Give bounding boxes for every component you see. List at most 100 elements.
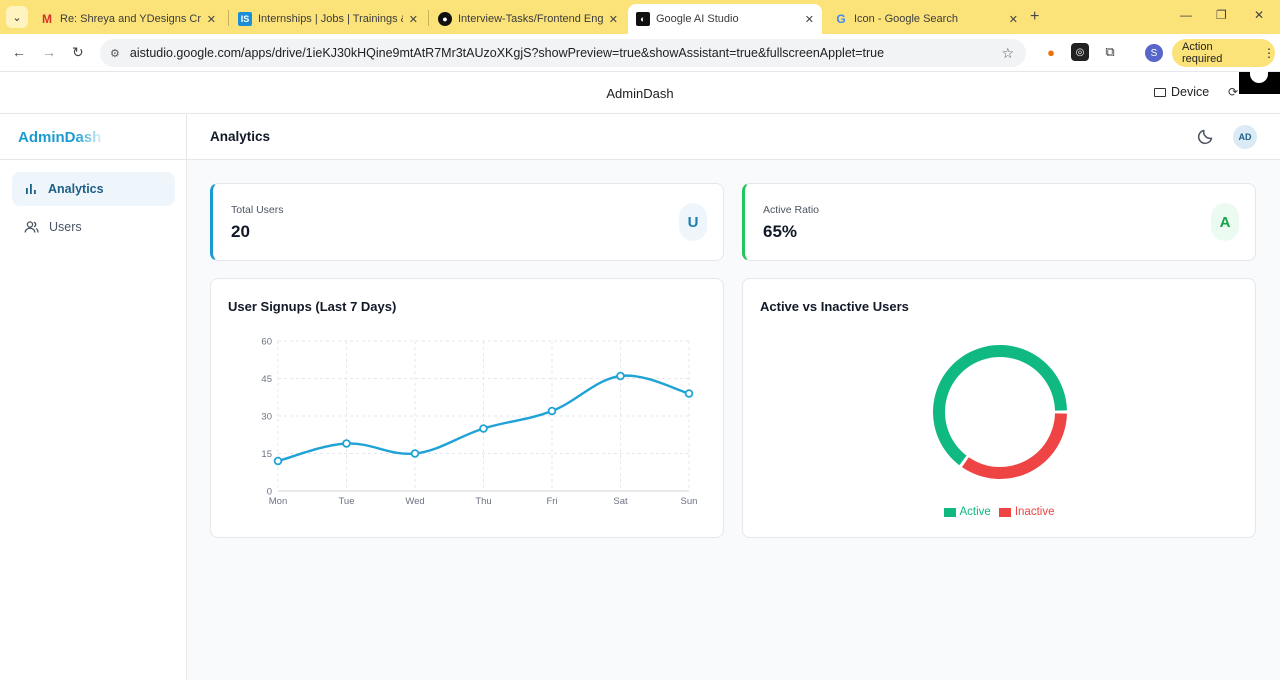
feedback-overlay[interactable] [1239, 69, 1280, 94]
chart-title: Active vs Inactive Users [760, 299, 909, 314]
address-bar[interactable]: ⚙ aistudio.google.com/apps/drive/1ieKJ30… [100, 39, 1026, 67]
stat-label: Active Ratio [763, 204, 820, 216]
y-tick-label: 45 [261, 374, 272, 385]
users-icon [24, 221, 39, 233]
app-topbar: Analytics AD [187, 114, 1280, 160]
bookmark-star-icon[interactable]: ☆ [1001, 44, 1014, 61]
tab-label: Google AI Studio [656, 13, 739, 25]
tab-label: Re: Shreya and YDesigns Creati [60, 13, 201, 25]
back-arrow-icon[interactable]: ← [12, 44, 26, 60]
bar-chart-icon [26, 184, 36, 194]
profile-avatar[interactable]: S [1145, 44, 1163, 62]
github-icon: ● [438, 12, 452, 26]
tab-divider [428, 10, 429, 26]
legend-label: Inactive [1014, 506, 1055, 518]
data-point[interactable] [479, 424, 488, 433]
active-inactive-donut-chart [933, 344, 1067, 479]
stat-card-active-ratio: Active Ratio 65% A [742, 183, 1256, 261]
data-point[interactable] [410, 449, 420, 458]
data-point[interactable] [616, 371, 625, 381]
data-point[interactable] [684, 389, 694, 398]
signups-chart-card: User Signups (Last 7 Days) 0 15 30 45 60 Mon T… [210, 278, 724, 538]
browser-tab-google-search[interactable]: G Icon - Google Search ✕ [826, 4, 1026, 34]
x-tick-label: Fri [546, 496, 557, 507]
sidebar-item-users[interactable]: Users [12, 210, 175, 244]
legend-item-inactive[interactable]: Inactive [998, 506, 1055, 518]
main-content: Analytics AD Total Users 20 U Active Rat… [187, 114, 1280, 680]
restore-button[interactable]: ❐ [1216, 8, 1227, 22]
stat-value: 65% [763, 222, 798, 241]
close-icon[interactable]: ✕ [804, 13, 814, 26]
legend-swatch [943, 507, 956, 517]
chart-legend: Active Inactive [743, 506, 1255, 518]
close-icon[interactable]: ✕ [206, 13, 216, 26]
sidebar-item-analytics[interactable]: Analytics [12, 172, 175, 206]
series-line [277, 374, 690, 463]
tab-label: Icon - Google Search [854, 13, 958, 25]
reload-icon[interactable]: ↻ [72, 44, 84, 60]
action-required-label: Action required [1182, 41, 1223, 65]
brand-logo: AdminDash [18, 129, 102, 146]
sidebar: AdminDash Analytics Users [0, 114, 187, 680]
minimize-button[interactable]: — [1180, 8, 1192, 22]
stat-label: Total Users [231, 204, 284, 216]
device-button[interactable]: Device [1154, 85, 1209, 99]
new-tab-button[interactable]: + [1030, 8, 1040, 25]
active-inactive-chart-card: Active vs Inactive Users Active Inactive [742, 278, 1256, 538]
refresh-icon[interactable]: ⟳ [1228, 85, 1239, 99]
moon-icon[interactable] [1197, 127, 1215, 145]
close-window-button[interactable]: ✕ [1254, 8, 1265, 22]
profile-initial: S [1150, 47, 1158, 59]
close-icon[interactable]: ✕ [1008, 13, 1018, 26]
browser-tab-ai-studio[interactable]: ◐ Google AI Studio ✕ [628, 4, 822, 34]
browser-tab-internshala[interactable]: IS Internships | Jobs | Trainings & I ✕ [230, 4, 426, 34]
user-avatar[interactable]: AD [1233, 125, 1257, 149]
forward-arrow-icon[interactable]: → [42, 44, 56, 60]
google-icon: G [836, 12, 846, 26]
data-point[interactable] [547, 406, 557, 416]
tab-divider [228, 10, 229, 26]
legend-item-active[interactable]: Active [943, 506, 991, 518]
avatar-initials: AD [1238, 132, 1252, 142]
y-tick-label: 15 [261, 449, 272, 460]
x-tick-label: Wed [405, 496, 424, 507]
sidebar-item-label: Analytics [48, 182, 104, 196]
url-text: aistudio.google.com/apps/drive/1ieKJ30kH… [129, 46, 885, 60]
extension-cookie-icon[interactable]: ● [1047, 44, 1055, 60]
browser-tabstrip: ⌄ M Re: Shreya and YDesigns Creati ✕ IS … [0, 0, 1280, 34]
legend-label: Active [959, 506, 991, 518]
preview-header: AdminDash Device ⟳ [0, 72, 1280, 114]
page-title: Analytics [210, 129, 271, 144]
preview-title: AdminDash [606, 86, 674, 101]
data-point[interactable] [273, 456, 283, 466]
device-icon [1154, 87, 1166, 97]
stat-badge: U [679, 203, 707, 241]
extension-chatgpt-icon[interactable]: ◎ [1071, 43, 1089, 61]
close-icon[interactable]: ✕ [608, 13, 618, 26]
x-tick-label: Tue [338, 496, 354, 507]
x-tick-label: Sat [613, 496, 628, 507]
ai-studio-icon: ◐ [636, 12, 650, 26]
legend-swatch [998, 507, 1011, 517]
tab-label: Interview-Tasks/Frontend Engin [458, 13, 603, 25]
tab-search-button[interactable]: ⌄ [6, 6, 28, 28]
donut-slice-inactive[interactable] [961, 413, 1067, 479]
signups-line-chart: 0 15 30 45 60 Mon Tue Wed Thu Fri Sat Sun [261, 337, 697, 508]
chat-bubble-icon [1250, 69, 1268, 83]
close-icon[interactable]: ✕ [408, 13, 418, 26]
data-point[interactable] [342, 439, 351, 448]
x-tick-label: Thu [475, 496, 491, 507]
device-label: Device [1171, 85, 1210, 99]
action-required-button[interactable]: Action required ⋮ [1172, 39, 1275, 67]
divider [0, 159, 186, 160]
site-info-icon[interactable]: ⚙ [110, 47, 120, 60]
sidebar-item-label: Users [49, 220, 82, 234]
stat-value: 20 [231, 222, 250, 241]
more-vert-icon[interactable]: ⋮ [1263, 46, 1275, 60]
stat-card-total-users: Total Users 20 U [210, 183, 724, 261]
extensions-puzzle-icon[interactable]: ⧉ [1105, 44, 1115, 59]
y-tick-label: 60 [261, 337, 272, 348]
y-tick-label: 0 [267, 487, 272, 498]
browser-tab-github[interactable]: ● Interview-Tasks/Frontend Engin ✕ [430, 4, 626, 34]
browser-tab-gmail[interactable]: M Re: Shreya and YDesigns Creati ✕ [32, 4, 224, 34]
